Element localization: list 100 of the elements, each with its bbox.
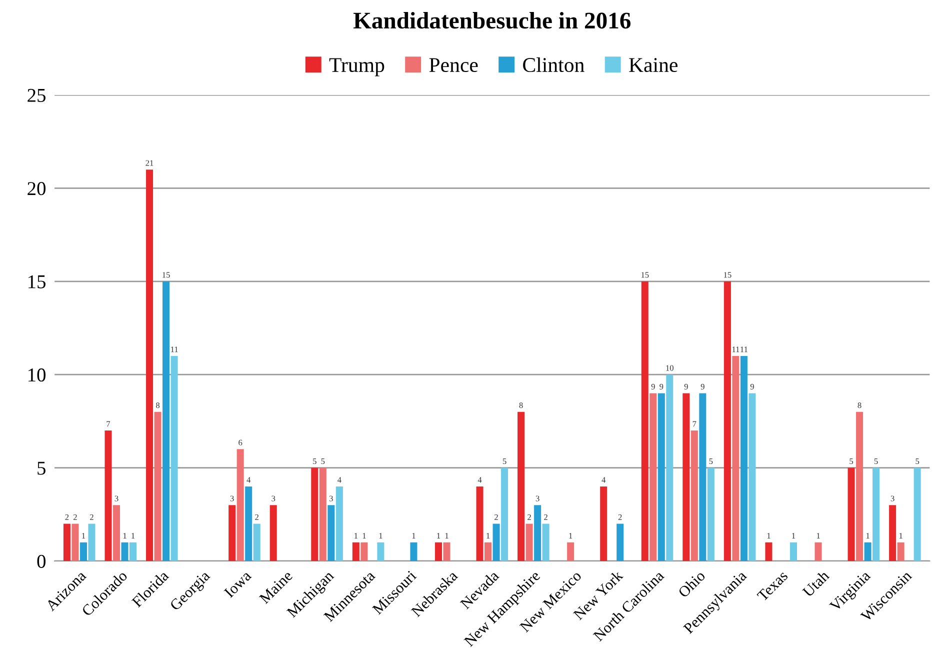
- bar: [360, 542, 368, 561]
- bar: [872, 468, 880, 561]
- y-tick-label: 10: [28, 368, 46, 382]
- data-label: 5: [874, 458, 878, 464]
- data-label: 8: [519, 402, 523, 408]
- data-label: 15: [641, 272, 649, 278]
- data-label: 1: [866, 533, 870, 539]
- bar: [377, 542, 384, 561]
- data-label: 3: [272, 496, 276, 502]
- data-label: 11: [740, 346, 748, 352]
- bar: [104, 430, 112, 561]
- data-label: 5: [321, 458, 325, 464]
- data-label: 1: [123, 533, 126, 539]
- bar: [319, 468, 326, 561]
- bar: [724, 281, 731, 561]
- data-label: 9: [660, 384, 664, 390]
- data-label: 10: [666, 365, 674, 371]
- data-label: 6: [238, 440, 242, 446]
- bar: [236, 449, 244, 561]
- data-label: 9: [684, 384, 688, 390]
- bar: [434, 542, 442, 561]
- bar: [328, 505, 335, 561]
- bar: [154, 412, 162, 561]
- bar: [410, 542, 418, 561]
- bar: [897, 542, 904, 561]
- bar: [699, 393, 706, 561]
- legend-label: Kaine: [629, 58, 678, 72]
- bar: [682, 393, 690, 561]
- data-label: 5: [313, 458, 316, 464]
- bar: [526, 524, 533, 561]
- bar: [146, 170, 154, 561]
- bar: [542, 524, 550, 561]
- bar: [600, 486, 608, 561]
- data-label: 5: [916, 458, 920, 464]
- data-label: 1: [445, 533, 448, 539]
- data-label: 2: [90, 514, 94, 520]
- data-label: 21: [146, 160, 154, 166]
- bar: [72, 524, 79, 561]
- y-tick-label: 5: [38, 462, 46, 475]
- data-label: 2: [618, 514, 622, 520]
- data-label: 11: [171, 346, 178, 352]
- data-label: 3: [329, 496, 333, 502]
- data-label: 1: [354, 533, 358, 539]
- data-label: 1: [82, 533, 86, 539]
- data-label: 15: [162, 272, 170, 278]
- data-label: 7: [692, 421, 696, 427]
- data-label: 11: [732, 346, 740, 352]
- data-label: 4: [246, 477, 251, 483]
- bar: [889, 505, 896, 561]
- legend-label: Trump: [329, 58, 384, 76]
- data-label: 2: [528, 514, 531, 520]
- bar: [501, 468, 508, 561]
- data-label: 3: [230, 496, 234, 502]
- data-label: 1: [569, 533, 572, 539]
- data-label: 2: [494, 514, 498, 520]
- bar: [534, 505, 542, 561]
- bar: [641, 281, 648, 561]
- data-label: 1: [816, 533, 820, 539]
- y-tick-label: 15: [28, 275, 46, 288]
- bar: [864, 542, 872, 561]
- bar: [856, 412, 864, 561]
- bar: [311, 468, 318, 561]
- data-label: 3: [114, 496, 118, 502]
- data-label: 2: [544, 514, 548, 520]
- bar: [121, 542, 128, 561]
- data-label: 1: [486, 533, 490, 539]
- data-label: 9: [700, 384, 704, 390]
- y-tick-label: 25: [28, 88, 46, 102]
- data-label: 1: [379, 533, 382, 539]
- bar: [690, 430, 698, 561]
- bar: [740, 356, 748, 561]
- data-label: 2: [74, 514, 77, 520]
- data-label: 1: [412, 533, 416, 539]
- data-label: 5: [850, 458, 854, 464]
- bar: [228, 505, 236, 561]
- data-label: 3: [890, 496, 894, 502]
- bar: [616, 524, 624, 561]
- data-label: 5: [502, 458, 506, 464]
- data-label: 8: [156, 402, 160, 408]
- data-label: 2: [255, 514, 258, 520]
- x-tick-label: Utah: [802, 569, 830, 598]
- chart-title: Kandidatenbesuche in 2016: [353, 12, 631, 29]
- data-label: 15: [724, 272, 732, 278]
- data-label: 8: [858, 402, 862, 408]
- bar: [658, 393, 665, 561]
- bar: [170, 356, 178, 561]
- bar: [63, 524, 70, 561]
- y-tick-label: 20: [28, 182, 46, 196]
- data-label: 1: [899, 533, 902, 539]
- bar: [914, 468, 921, 561]
- data-label: 1: [792, 533, 796, 539]
- data-label: 9: [750, 384, 754, 390]
- bar: [567, 542, 574, 561]
- data-label: 4: [478, 477, 482, 483]
- bar: [732, 356, 740, 561]
- bar: [80, 542, 87, 561]
- bar: [88, 524, 96, 561]
- data-label: 3: [536, 496, 540, 502]
- bar: [253, 524, 260, 561]
- bar: [518, 412, 525, 561]
